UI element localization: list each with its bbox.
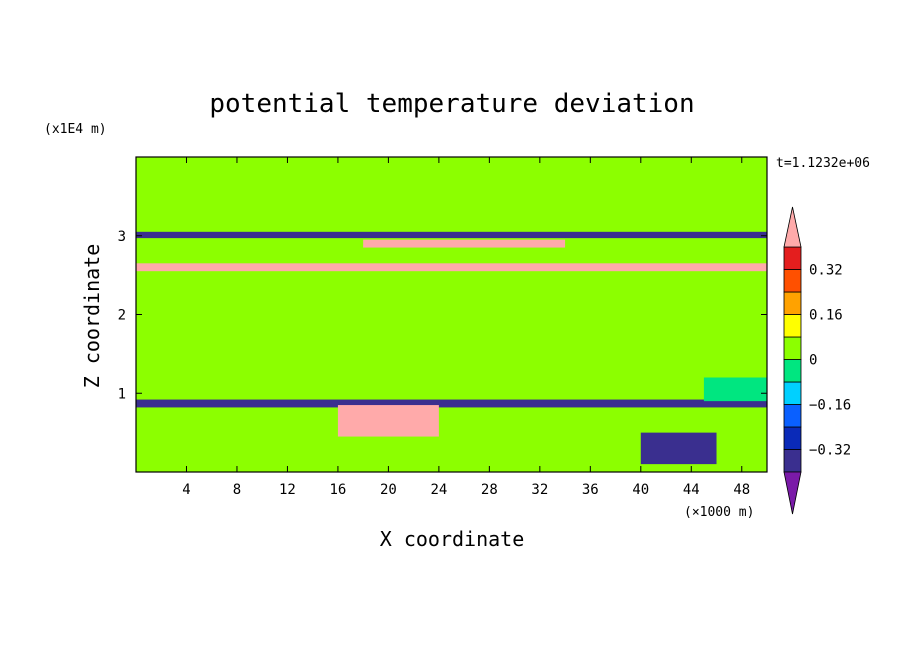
colorbar-label: 0.16 [809,308,843,324]
contour-region-5 [337,405,439,437]
y-tick-label: 2 [118,308,126,324]
colorbar-label: 0 [809,353,817,369]
colorbar-segment [783,246,802,270]
contour-region-4 [136,399,767,408]
x-unit-label: (×1000 m) [684,505,754,520]
contour-region-1 [136,231,767,239]
contour-field [136,157,767,472]
x-tick-label: 32 [531,482,548,498]
contour-region-7 [703,377,767,402]
x-axis: 4 8 12 16 20 24 28 32 36 40 44 48 [182,157,750,498]
colorbar-under-arrow [783,471,802,515]
x-tick-label: 40 [632,482,649,498]
colorbar-segment [783,359,802,383]
x-axis-title: X coordinate [380,527,525,551]
contour-region-2 [363,239,566,248]
x-tick-label: 20 [380,482,397,498]
x-tick-label: 24 [430,482,447,498]
contour-region-6 [640,432,717,465]
x-tick-label: 16 [329,482,346,498]
x-tick-label: 36 [582,482,599,498]
x-tick-label: 4 [182,482,190,498]
x-tick-label: 48 [733,482,750,498]
colorbar-label: −0.32 [809,443,851,459]
y-axis-title: Z coordinate [80,244,104,389]
y-unit-label: (x1E4 m) [44,122,107,137]
chart-title: potential temperature deviation [209,89,694,119]
colorbar-segment [783,404,802,428]
colorbar-label: 0.32 [809,263,843,279]
y-tick-label: 1 [118,386,126,402]
y-tick-label: 3 [118,229,126,245]
colorbar-over-arrow [783,206,802,248]
colorbar-segment [783,426,802,450]
colorbar-segment [783,381,802,405]
y-axis: 1 2 3 [118,229,767,402]
time-label: t=1.1232e+06 [776,156,870,171]
contour-region-0 [136,157,767,224]
x-tick-label: 28 [481,482,498,498]
contour-region-3 [136,263,767,272]
x-tick-label: 8 [233,482,241,498]
x-tick-label: 12 [279,482,296,498]
colorbar-segment [783,314,802,338]
colorbar-segment [783,269,802,293]
colorbar-segment [783,291,802,315]
colorbar-segment [783,336,802,360]
colorbar-label: −0.16 [809,398,851,414]
x-tick-label: 44 [683,482,700,498]
colorbar-segment [783,449,802,473]
colorbar: 0.32 0.16 0 −0.16 −0.32 [783,206,851,515]
